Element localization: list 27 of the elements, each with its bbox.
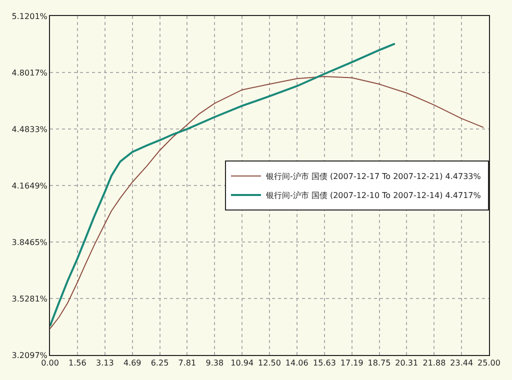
x-tick-label: 23.44 bbox=[450, 358, 474, 368]
y-tick-label: 3.8465% bbox=[12, 238, 48, 247]
line-series bbox=[50, 76, 484, 330]
legend-label: 银行间-沪市 国债 (2007-12-17 To 2007-12-21) 4.4733% bbox=[265, 172, 482, 182]
y-tick-label: 4.8017% bbox=[12, 68, 48, 78]
y-tick-label: 4.1649% bbox=[12, 181, 48, 190]
x-tick-label: 18.75 bbox=[368, 358, 391, 368]
x-tick-label: 6.25 bbox=[150, 358, 169, 368]
x-tick-label: 25.00 bbox=[478, 358, 500, 368]
x-tick-label: 4.69 bbox=[123, 358, 142, 368]
x-tick-label: 7.81 bbox=[178, 358, 196, 368]
x-tick-label: 17.19 bbox=[340, 358, 364, 368]
x-tick-label: 9.38 bbox=[206, 358, 224, 368]
x-tick-label: 21.88 bbox=[422, 358, 446, 368]
y-tick-label: 3.5281% bbox=[12, 294, 48, 304]
legend-label: 银行间-沪市 国债 (2007-12-10 To 2007-12-14) 4.4717% bbox=[265, 191, 482, 200]
x-tick-label: 15.63 bbox=[313, 358, 336, 368]
y-tick-label: 4.4833% bbox=[12, 124, 48, 134]
x-tick-label: 3.13 bbox=[96, 358, 114, 368]
x-tick-label: 0.00 bbox=[41, 358, 59, 368]
y-tick-label: 5.1201% bbox=[12, 12, 48, 21]
x-tick-label: 12.50 bbox=[258, 358, 281, 368]
y-tick-label: 3.2097% bbox=[12, 350, 48, 360]
x-tick-label: 20.31 bbox=[395, 358, 418, 368]
x-tick-label: 1.56 bbox=[68, 358, 86, 368]
x-tick-label: 10.94 bbox=[230, 358, 254, 368]
x-tick-label: 14.06 bbox=[285, 358, 308, 368]
